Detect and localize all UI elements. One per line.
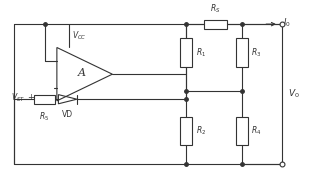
Text: $R_3$: $R_3$: [251, 46, 261, 59]
Text: +: +: [27, 93, 34, 102]
Text: $R_4$: $R_4$: [251, 125, 262, 137]
Text: $R_2$: $R_2$: [196, 125, 206, 137]
Text: $V_0$: $V_0$: [288, 88, 300, 100]
Bar: [236, 117, 248, 145]
Text: $V_{ST}$: $V_{ST}$: [11, 91, 25, 104]
Text: $R_5$: $R_5$: [39, 110, 50, 123]
Text: $R_S$: $R_S$: [210, 2, 221, 14]
Bar: [34, 95, 55, 104]
Bar: [236, 38, 248, 67]
Bar: [180, 117, 193, 145]
Text: $I_0$: $I_0$: [283, 16, 291, 29]
Text: $R_1$: $R_1$: [196, 46, 206, 59]
Text: VD: VD: [62, 110, 73, 119]
Bar: [180, 38, 193, 67]
Text: A: A: [77, 67, 86, 78]
Text: $V_{CC}$: $V_{CC}$: [72, 30, 87, 42]
Bar: [204, 20, 227, 29]
